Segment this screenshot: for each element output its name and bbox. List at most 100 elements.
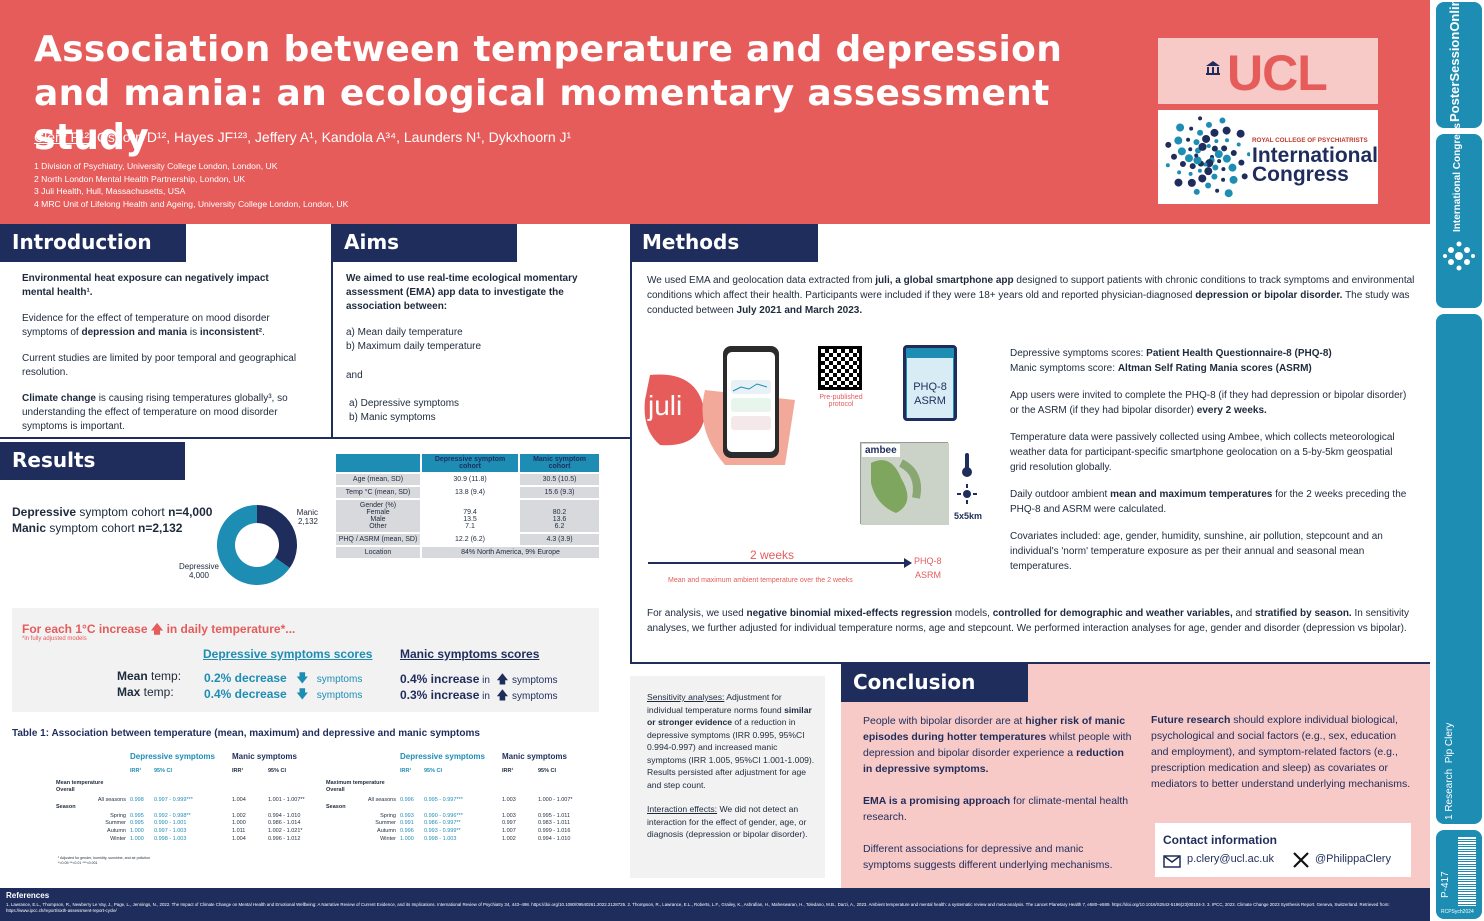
up-arrow-icon: 🡅 bbox=[150, 622, 164, 636]
logo-dot bbox=[1174, 178, 1183, 187]
demo-row-label: PHQ / ASRM (mean, SD) bbox=[336, 534, 420, 545]
rcpsych-dots-icon bbox=[1158, 110, 1251, 204]
methods-p4: Daily outdoor ambient mean and maximum t… bbox=[1010, 489, 1407, 515]
intro-body: Environmental heat exposure can negative… bbox=[22, 272, 302, 434]
key-findings-box bbox=[12, 608, 599, 712]
irr-cell: 1.004 bbox=[232, 797, 246, 803]
conference-code: RCPSych2024 bbox=[1441, 909, 1474, 915]
logo-dot bbox=[1214, 139, 1219, 144]
irr-cell: 1.000 bbox=[130, 836, 144, 842]
ci-cell: 0.993 - 0.999** bbox=[424, 828, 461, 834]
irr-cell: 0.997 bbox=[502, 820, 516, 826]
conclusion-left: People with bipolar disorder are at high… bbox=[863, 713, 1133, 873]
ci-cell: 0.990 - 0.996*** bbox=[424, 813, 463, 819]
logo-dot bbox=[1222, 154, 1231, 163]
logo-dot bbox=[1177, 147, 1186, 156]
logo-dot bbox=[1189, 126, 1194, 131]
down-arrow-icon: 🡇 bbox=[296, 671, 309, 685]
logo-dot bbox=[1214, 150, 1223, 159]
contact-twitter[interactable]: @PhilippaClery bbox=[1315, 853, 1391, 865]
logo-dot bbox=[1221, 167, 1226, 172]
ci-header: 95% CI bbox=[154, 768, 173, 774]
sens-p1: Sensitivity analyses: Adjustment for ind… bbox=[647, 692, 815, 790]
ci-cell: 0.990 - 1.001 bbox=[154, 820, 187, 826]
references-bar: References 1. Lawrance, E.L., Thompson, … bbox=[0, 888, 1430, 921]
poster-session-online-badge[interactable] bbox=[1436, 2, 1482, 128]
affiliation-3: 3 Juli Health, Hull, Massachusetts, USA bbox=[34, 186, 186, 196]
aims-b: b) Maximum daily temperature bbox=[346, 341, 482, 352]
pie-dep-label: Depressive 4,000 bbox=[178, 562, 219, 580]
rcpsych-international: International bbox=[1252, 144, 1379, 167]
methods-p6: For analysis, we used negative binomial … bbox=[647, 608, 1409, 634]
logo-dot bbox=[1217, 159, 1222, 164]
irr-cell: 1.003 bbox=[502, 797, 516, 803]
panel-label: Maximum temperature bbox=[326, 780, 385, 786]
ci-cell: 0.995 - 1.011 bbox=[538, 813, 571, 819]
irr-header: IRR¹ bbox=[502, 768, 514, 774]
thermometer-icon bbox=[960, 452, 974, 478]
timeline-end-phq: PHQ-8 bbox=[914, 556, 942, 566]
cohort-sizes: Depressive symptom cohort n=4,000 Manic … bbox=[12, 504, 212, 536]
first-author-link[interactable]: Clery P¹² bbox=[34, 129, 90, 145]
logo-dot bbox=[1212, 164, 1219, 171]
ambee-logo: ambee bbox=[862, 444, 900, 457]
irr-cell: 1.000 bbox=[400, 836, 414, 842]
email-icon bbox=[1163, 853, 1181, 868]
aims-d: b) Manic symptoms bbox=[349, 412, 436, 423]
demo-cell: 4.3 (3.9) bbox=[520, 534, 599, 545]
clipboard-sheet bbox=[907, 358, 953, 418]
logo-dot bbox=[1171, 153, 1178, 160]
logo-dot bbox=[1174, 136, 1183, 145]
demo-cell: 30.9 (11.8) bbox=[422, 474, 519, 485]
ci-cell: 0.998 - 1.003 bbox=[424, 836, 457, 842]
table1-max-panel: Depressive symptoms Manic symptoms IRR¹ 95%… bbox=[326, 752, 596, 852]
logo-dot bbox=[1211, 173, 1218, 180]
aims-heading: Aims bbox=[332, 224, 517, 262]
concl-p2: EMA is a promising approach for climate-… bbox=[863, 795, 1129, 823]
logo-dot bbox=[1238, 159, 1245, 166]
affiliation-1: 1 Division of Psychiatry, University Col… bbox=[34, 161, 278, 171]
demo-row-label: Location bbox=[336, 547, 420, 558]
table1-title: Table 1: Association between temperature… bbox=[12, 728, 480, 739]
key-col-man: Manic symptoms scores bbox=[400, 647, 540, 661]
ci-cell: 0.994 - 1.010 bbox=[268, 813, 301, 819]
ci-cell: 1.001 - 1.007** bbox=[268, 797, 305, 803]
conclusion-heading: Conclusion bbox=[841, 664, 1028, 702]
logo-dot bbox=[1225, 138, 1230, 143]
irr-cell: 1.004 bbox=[232, 836, 246, 842]
session-track-author: 1 Research Pip Clery bbox=[1444, 722, 1455, 820]
season-label: Season bbox=[326, 804, 346, 810]
table-footnote: ¹ Adjusted for gender, humidity, sunshin… bbox=[58, 856, 151, 860]
ci-cell: 0.995 - 0.997*** bbox=[424, 797, 463, 803]
divider bbox=[0, 437, 630, 439]
up-arrow-icon: 🡅 bbox=[496, 672, 509, 686]
other-authors: , Osborn D¹², Hayes JF¹²³, Jeffery A¹, K… bbox=[89, 129, 572, 145]
irr-cell: 0.996 bbox=[400, 828, 414, 834]
row-label: Spring bbox=[380, 813, 396, 819]
irr-cell: 0.991 bbox=[400, 820, 414, 826]
contact-email[interactable]: p.clery@ucl.ac.uk bbox=[1187, 853, 1274, 865]
logo-dot bbox=[1205, 182, 1212, 189]
logo-dot bbox=[1197, 129, 1204, 136]
table-footnote: *<0.05 **<0.01 ***<0.001 bbox=[58, 861, 98, 865]
contact-heading: Contact information bbox=[1163, 833, 1277, 847]
logo-dot bbox=[1193, 156, 1202, 165]
logo-dot bbox=[1176, 123, 1185, 132]
logo-dot bbox=[1188, 147, 1193, 152]
logo-dot bbox=[1205, 159, 1214, 168]
irr-cell: 0.995 bbox=[130, 820, 144, 826]
qr-code-icon[interactable] bbox=[818, 346, 862, 390]
col-dep-header: Depressive symptoms bbox=[400, 752, 485, 761]
logo-dot bbox=[1236, 142, 1241, 147]
logo-dot bbox=[1189, 163, 1196, 170]
demo-cell: 12.2 (6.2) bbox=[422, 534, 519, 545]
ci-cell: 0.994 - 1.010 bbox=[538, 836, 571, 842]
logo-dot bbox=[1215, 188, 1220, 193]
ci-header: 95% CI bbox=[538, 768, 557, 774]
aims-and: and bbox=[346, 370, 363, 381]
logo-dot bbox=[1224, 189, 1233, 198]
key-mean-label: Mean temp: bbox=[117, 669, 182, 683]
irr-cell: 1.011 bbox=[232, 828, 246, 834]
season-label: Season bbox=[56, 804, 76, 810]
logo-dot bbox=[1246, 152, 1251, 157]
